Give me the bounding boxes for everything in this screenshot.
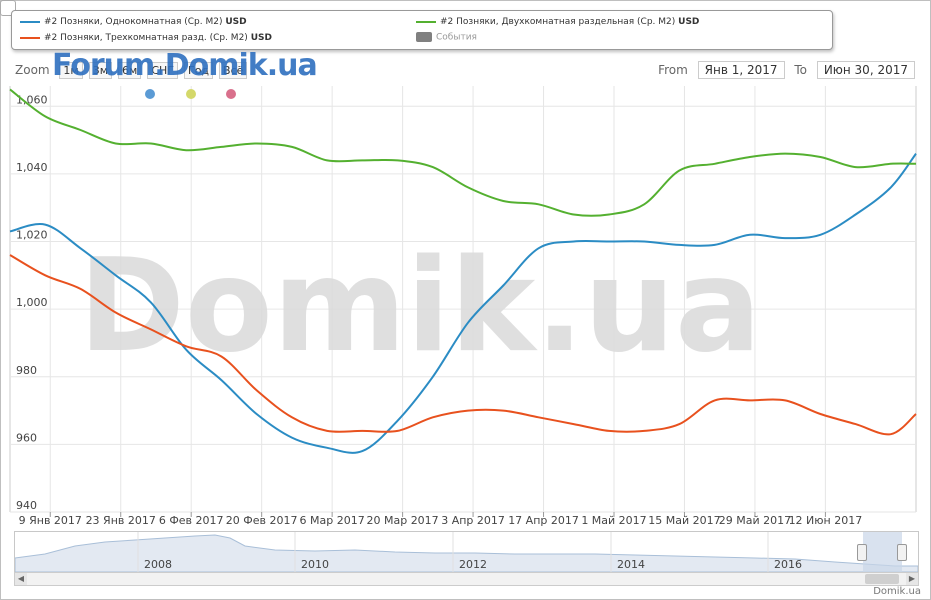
x-tick-label: 6 Фев 2017 xyxy=(159,514,224,527)
x-tick-label: 9 Янв 2017 xyxy=(19,514,82,527)
chart-legend: #2 Позняки, Однокомнатная (Ср. М2) USD #… xyxy=(11,10,833,50)
x-tick-label: 20 Мар 2017 xyxy=(366,514,438,527)
legend-item-three-room[interactable]: #2 Позняки, Трехкомнатная разд. (Ср. М2)… xyxy=(20,33,272,43)
y-tick-label: 1,040 xyxy=(16,161,48,174)
zoom-6m-button[interactable]: 6м xyxy=(118,62,142,79)
y-tick-label: 980 xyxy=(16,364,37,377)
navigator-year-label: 2016 xyxy=(774,558,802,571)
y-tick-label: 1,000 xyxy=(16,296,48,309)
legend-item-two-room[interactable]: #2 Позняки, Двухкомнатная раздельная (Ср… xyxy=(416,17,699,27)
zoom-label: Zoom xyxy=(15,63,50,77)
from-date-input[interactable]: Янв 1, 2017 xyxy=(697,61,785,79)
date-range-selector: From Янв 1, 2017 To Июн 30, 2017 xyxy=(658,61,921,79)
x-axis: 9 Янв 2017 23 Янв 2017 6 Фев 2017 20 Фев 20… xyxy=(19,514,863,527)
event-dot-blue[interactable] xyxy=(145,89,155,99)
to-label: To xyxy=(794,63,807,77)
y-tick-label: 940 xyxy=(16,499,37,512)
navigator-selection[interactable] xyxy=(863,532,902,572)
event-dot-yellow[interactable] xyxy=(186,89,196,99)
navigator-area xyxy=(14,534,919,573)
site-credit: Domik.ua xyxy=(873,586,921,597)
x-tick-label: 12 Июн 2017 xyxy=(789,514,863,527)
navigator-left-handle[interactable] xyxy=(857,544,867,561)
series-line-three-room[interactable] xyxy=(9,254,917,436)
scrollbar[interactable]: ◀ ▶ xyxy=(14,572,919,586)
y-tick-label: 1,060 xyxy=(16,93,48,106)
legend-item-one-room[interactable]: #2 Позняки, Однокомнатная (Ср. М2) USD xyxy=(20,17,247,27)
legend-box-icon xyxy=(416,32,432,42)
zoom-3m-button[interactable]: 3м xyxy=(88,62,113,79)
series-line-one-room[interactable] xyxy=(9,153,917,454)
legend-line-icon xyxy=(20,36,40,39)
navigator-year-label: 2010 xyxy=(301,558,329,571)
legend-item-events[interactable]: События xyxy=(416,32,477,43)
x-tick-label: 20 Фев 2017 xyxy=(226,514,298,527)
grid xyxy=(9,86,917,517)
legend-line-icon xyxy=(20,20,40,23)
watermark-text: Domik.ua xyxy=(79,232,762,381)
y-tick-label: 960 xyxy=(16,431,37,444)
scroll-right-arrow[interactable]: ▶ xyxy=(906,573,918,585)
x-tick-label: 23 Янв 2017 xyxy=(86,514,156,527)
series-lines xyxy=(9,88,917,454)
legend-line-icon xyxy=(416,20,436,23)
zoom-ytd-button[interactable]: СНГ xyxy=(147,62,178,79)
navigator-year-label: 2014 xyxy=(617,558,645,571)
y-tick-label: 1,020 xyxy=(16,229,48,242)
series-line-two-room[interactable] xyxy=(9,88,917,217)
x-tick-label: 1 Май 2017 xyxy=(581,514,646,527)
zoom-controls: Zoom 1м 3м 6м СНГ Год Всё xyxy=(15,62,248,79)
navigator-year-label: 2008 xyxy=(144,558,172,571)
y-axis: 1,060 1,040 1,020 1,000 980 960 940 xyxy=(16,93,48,512)
x-tick-label: 3 Апр 2017 xyxy=(441,514,505,527)
event-dot-pink[interactable] xyxy=(226,89,236,99)
scroll-left-arrow[interactable]: ◀ xyxy=(15,573,27,585)
x-tick-label: 6 Мар 2017 xyxy=(300,514,365,527)
navigator-years: 2008 2010 2012 2014 2016 xyxy=(137,532,802,572)
zoom-1y-button[interactable]: Год xyxy=(183,62,214,79)
scrollbar-thumb[interactable] xyxy=(865,574,899,584)
x-tick-label: 15 Май 2017 xyxy=(648,514,720,527)
zoom-1m-button[interactable]: 1м xyxy=(59,62,83,79)
x-tick-label: 17 Апр 2017 xyxy=(508,514,579,527)
navigator[interactable]: 2008 2010 2012 2014 2016 xyxy=(14,531,919,573)
zoom-all-button[interactable]: Всё xyxy=(219,62,248,79)
to-date-input[interactable]: Июн 30, 2017 xyxy=(816,61,915,79)
x-tick-label: 29 Май 2017 xyxy=(719,514,791,527)
navigator-year-label: 2012 xyxy=(459,558,487,571)
from-label: From xyxy=(658,63,688,77)
navigator-right-handle[interactable] xyxy=(897,544,907,561)
forum-logo: Forum.Domik.ua xyxy=(52,48,318,83)
